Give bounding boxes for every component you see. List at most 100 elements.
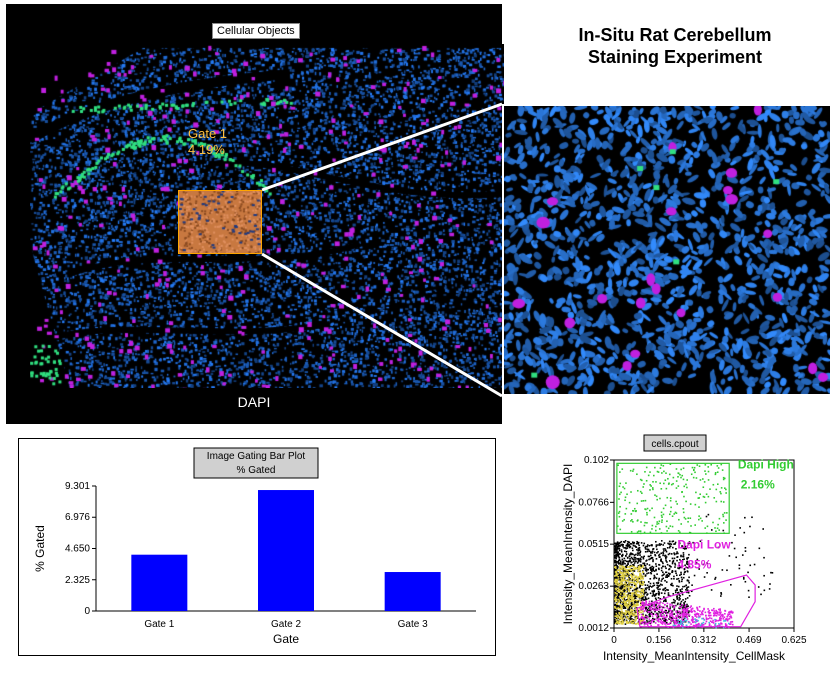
scatter-point (620, 568, 622, 570)
scatter-point (641, 603, 643, 605)
gate-1-box[interactable] (178, 190, 262, 254)
scatter-point (665, 567, 667, 570)
scatter-point (690, 611, 693, 613)
scatter-point (719, 609, 721, 612)
scatter-point (710, 529, 713, 531)
scatter-point (619, 565, 621, 567)
scatter-point (646, 621, 649, 623)
scatter-point (672, 540, 675, 542)
scatter-point (649, 531, 652, 534)
scatter-point (672, 601, 675, 604)
scatter-point (665, 613, 668, 615)
scatter-point (666, 619, 668, 622)
title-line-2: Staining Experiment (587, 47, 763, 67)
scatter-point (666, 605, 668, 607)
scatter-point (618, 569, 621, 571)
scatter-point (642, 622, 644, 625)
scatter-point (682, 585, 684, 588)
scatter-point (619, 589, 622, 592)
scatter-point (666, 576, 669, 578)
bar-chart[interactable]: Image Gating Bar Plot % Gated 02.3254.65… (18, 438, 496, 656)
scatter-point (729, 615, 731, 618)
scatter-point (653, 590, 656, 593)
scatter-point (692, 624, 695, 627)
scatter-point (669, 510, 672, 513)
scatter-point (627, 580, 630, 582)
scatter-point (639, 578, 642, 581)
scatter-point (722, 478, 725, 481)
scatter-point (614, 580, 616, 583)
scatter-point (624, 565, 627, 568)
scatter-point (684, 545, 687, 548)
scatter-point (637, 577, 639, 580)
scatter-point (651, 550, 654, 553)
scatter-point (644, 470, 646, 473)
scatter-point (682, 605, 685, 607)
scatter-point (670, 543, 673, 545)
scatter-point (657, 581, 660, 584)
scatter-point (675, 552, 678, 555)
scatter-point (657, 615, 660, 618)
scatter-point (627, 569, 630, 572)
scatter-point (655, 598, 658, 601)
scatter-point (652, 566, 655, 569)
main-image-panel[interactable]: Cellular Objects Gate 1 4.19% DAPI (6, 4, 504, 424)
scatter-point (625, 566, 628, 569)
scatter-point (675, 622, 678, 625)
scatter-point (634, 545, 637, 548)
scatter-point (664, 589, 667, 592)
scatter-point (619, 553, 621, 555)
scatter-point (685, 547, 687, 550)
scatter-point (682, 615, 684, 617)
scatter-point (717, 619, 720, 622)
scatter-point (630, 613, 632, 615)
scatter-point (697, 619, 699, 622)
scatter-point (662, 464, 665, 467)
bar-2[interactable] (258, 490, 314, 611)
scatter-point (645, 606, 648, 609)
scatter-point (634, 593, 636, 596)
scatter-point (642, 602, 645, 604)
scatter-point (637, 542, 639, 544)
scatter-point (672, 624, 675, 627)
scatter-point (724, 612, 726, 615)
scatter-point (636, 562, 639, 564)
scatter-point (671, 602, 673, 604)
scatter-point (635, 622, 637, 625)
scatter-point (652, 480, 654, 483)
scatter-point (663, 616, 666, 619)
scatter-point (665, 558, 667, 560)
scatter-point (679, 623, 682, 625)
bar-3[interactable] (384, 572, 441, 611)
scatter-point (614, 550, 617, 552)
dapi-high-gate[interactable] (616, 462, 730, 534)
scatter-point (660, 619, 663, 622)
scatter-point (635, 542, 638, 545)
gate-1-region[interactable] (178, 190, 262, 254)
zoom-image-panel[interactable] (502, 104, 832, 396)
dapi-low-gate[interactable] (636, 574, 756, 628)
scatter-point (663, 618, 665, 620)
scatter-point (647, 611, 650, 613)
scatter-point (635, 611, 637, 613)
scatter-point (758, 547, 761, 550)
bar-1[interactable] (131, 554, 188, 611)
scatter-point (712, 619, 714, 622)
scatter-point (683, 485, 686, 488)
scatter-point (714, 527, 716, 529)
scatter-point (620, 571, 622, 574)
scatter-point (682, 626, 684, 629)
scatter-point (622, 605, 625, 608)
scatter-point (617, 590, 619, 592)
scatter-point (687, 605, 689, 607)
scatter-point (624, 602, 626, 604)
scatter-point (624, 588, 627, 590)
scatter-point (662, 544, 665, 546)
scatter-point (663, 606, 666, 609)
scatter-point (658, 607, 661, 610)
scatter-point (685, 566, 688, 569)
scatter-point (621, 580, 624, 583)
scatter-point (694, 503, 697, 506)
scatter-point (659, 615, 661, 617)
